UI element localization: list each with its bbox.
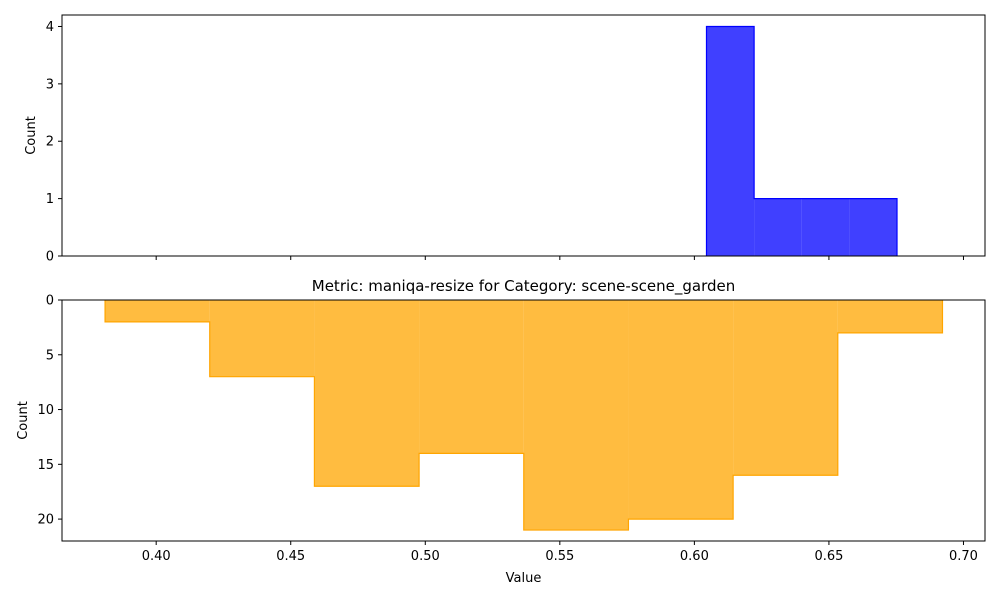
histogram-bar-2 bbox=[801, 198, 850, 256]
histogram-bar-0 bbox=[105, 300, 210, 322]
histogram-bar-1 bbox=[209, 300, 315, 377]
y-axis-label: Count bbox=[16, 401, 31, 440]
y-tick-label: 0 bbox=[46, 294, 54, 309]
histogram-outline bbox=[705, 25, 898, 256]
histogram-bar-3 bbox=[849, 198, 898, 256]
y-tick-label: 15 bbox=[37, 458, 54, 473]
histogram-bar-1 bbox=[754, 198, 802, 256]
histogram-bar-3 bbox=[419, 300, 524, 454]
histogram-bar-2 bbox=[314, 300, 420, 487]
x-tick-label: 0.45 bbox=[276, 549, 305, 564]
chart-title: Metric: maniqa-resize for Category: scen… bbox=[312, 277, 735, 296]
histogram-outline bbox=[104, 300, 944, 531]
y-tick-label: 3 bbox=[46, 77, 54, 92]
histogram-bar-7 bbox=[837, 300, 943, 333]
histogram-bar-6 bbox=[733, 300, 838, 476]
x-tick-label: 0.55 bbox=[545, 549, 574, 564]
y-axis-label: Count bbox=[24, 116, 39, 155]
y-tick-label: 5 bbox=[46, 348, 54, 363]
y-tick-label: 4 bbox=[46, 20, 54, 35]
bottom-histogram-panel: 0 5 10 15 20 0.40 0.45 0.50 0.55 0.60 0.65 0.70 Coun… bbox=[16, 277, 986, 586]
y-tick-label: 2 bbox=[46, 135, 54, 150]
y-tick-label: 10 bbox=[37, 403, 54, 418]
x-axis-label: Value bbox=[506, 571, 542, 586]
y-tick-label: 20 bbox=[37, 513, 54, 528]
axes-frame bbox=[61, 299, 986, 542]
axes-frame bbox=[61, 14, 986, 257]
x-tick-label: 0.70 bbox=[949, 549, 978, 564]
y-tick-label: 1 bbox=[46, 192, 54, 207]
top-histogram-panel: 0 1 2 3 4 Count bbox=[24, 14, 986, 265]
histogram-bar-5 bbox=[628, 300, 734, 520]
x-tick-label: 0.50 bbox=[411, 549, 440, 564]
histogram-bar-0 bbox=[706, 26, 755, 256]
y-tick-label: 0 bbox=[46, 250, 54, 265]
x-tick-label: 0.65 bbox=[814, 549, 843, 564]
x-tick-label: 0.60 bbox=[680, 549, 709, 564]
histogram-bar-4 bbox=[523, 300, 629, 531]
x-tick-label: 0.40 bbox=[142, 549, 171, 564]
